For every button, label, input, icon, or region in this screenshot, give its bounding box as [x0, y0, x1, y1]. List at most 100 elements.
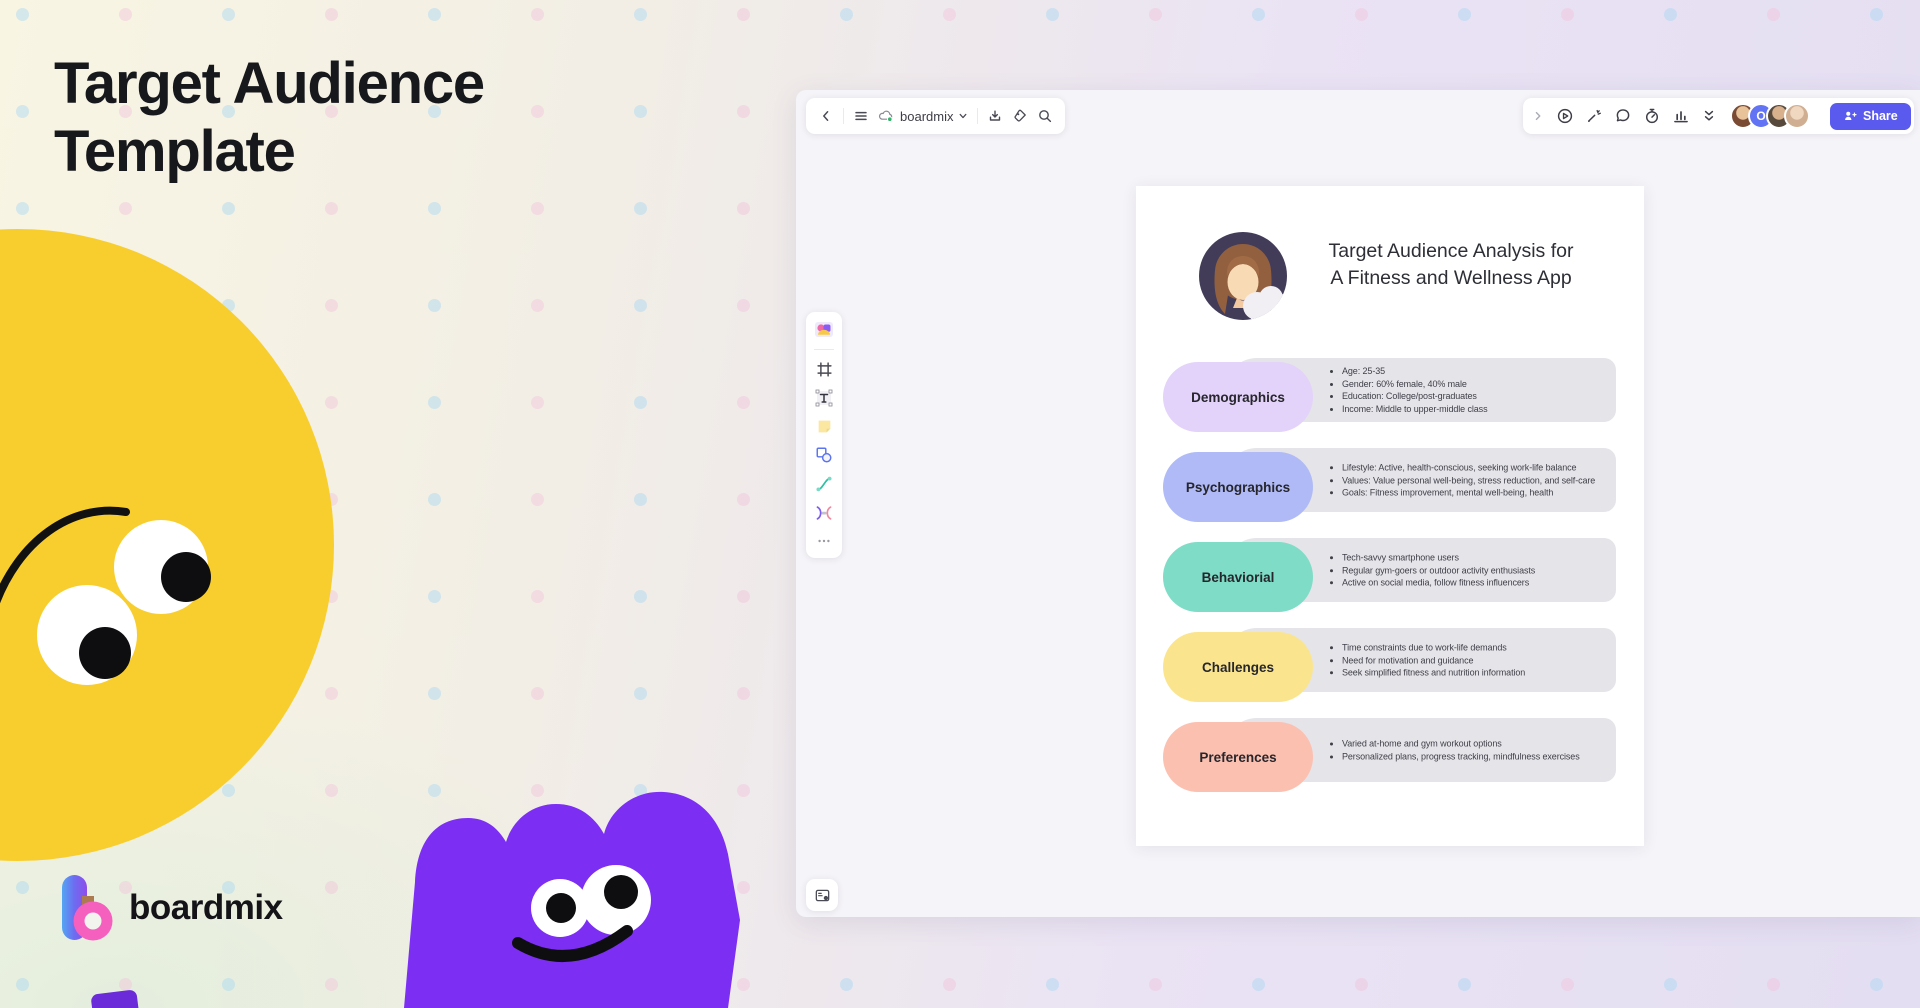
insights-button[interactable] [1672, 107, 1690, 125]
background-dot [1046, 978, 1059, 991]
audience-row-items[interactable]: Lifestyle: Active, health-conscious, see… [1329, 461, 1611, 499]
audience-row-label-pill[interactable]: Demographics [1163, 362, 1313, 432]
background-dot [325, 299, 338, 312]
background-dot [737, 881, 750, 894]
background-dot [737, 202, 750, 215]
page-title-line1: Target Audience [54, 51, 485, 116]
background-dot [634, 202, 647, 215]
comment-icon [1616, 109, 1630, 122]
collapse-toolbar-button[interactable] [1701, 108, 1717, 124]
tools-toolbar [806, 312, 842, 558]
background-dot [531, 105, 544, 118]
background-dot [16, 8, 29, 21]
toolbar-collapse-handle[interactable] [1531, 109, 1545, 123]
shape-button[interactable] [815, 446, 833, 464]
text-button[interactable] [815, 389, 833, 407]
background-dot [1561, 978, 1574, 991]
avatar-group[interactable]: O [1730, 103, 1810, 129]
background-dot [531, 396, 544, 409]
background-dot [1252, 8, 1265, 21]
audience-rows: Demographics Age: 25-35Gender: 60% femal… [1163, 358, 1616, 808]
audience-row-label-pill[interactable]: Preferences [1163, 722, 1313, 792]
audience-row-label-pill[interactable]: Challenges [1163, 632, 1313, 702]
background-dot [428, 299, 441, 312]
background-dot [1870, 8, 1883, 21]
artboard-title[interactable]: Target Audience Analysis for A Fitness a… [1286, 238, 1616, 292]
background-dot [325, 784, 338, 797]
frame-button[interactable] [816, 361, 833, 378]
tag-button[interactable] [1012, 108, 1028, 124]
board-panel-button[interactable] [806, 879, 838, 911]
audience-row-items[interactable]: Time constraints due to work-life demand… [1329, 641, 1611, 679]
laser-pointer-icon [1587, 109, 1601, 123]
background-dot [1046, 8, 1059, 21]
persona-avatar [1199, 232, 1287, 320]
background-dot [634, 493, 647, 506]
chevron-down-icon [960, 113, 967, 119]
laser-pointer-button[interactable] [1585, 107, 1603, 125]
background-dot [325, 978, 338, 991]
export-button[interactable] [987, 108, 1003, 124]
timer-icon [1645, 108, 1659, 124]
audience-row-label-pill[interactable]: Psychographics [1163, 452, 1313, 522]
background-dot [222, 784, 235, 797]
background-dot [1664, 978, 1677, 991]
background-dot [1149, 978, 1162, 991]
audience-row-label: Psychographics [1185, 479, 1291, 495]
board-name[interactable]: boardmix [878, 108, 968, 124]
audience-row: Preferences Varied at-home and gym worko… [1163, 718, 1616, 792]
background-dot [1355, 8, 1368, 21]
cloud-sync-icon [878, 110, 893, 122]
background-dot [634, 784, 647, 797]
avatar[interactable] [1784, 103, 1810, 129]
background-dot [531, 784, 544, 797]
background-dot [943, 8, 956, 21]
audience-row-items[interactable]: Varied at-home and gym workout optionsPe… [1329, 738, 1611, 763]
bar-chart-icon [1674, 111, 1688, 123]
background-dot [737, 978, 750, 991]
background-dot [634, 590, 647, 603]
background-dot [119, 881, 132, 894]
background-dot [531, 687, 544, 700]
templates-button[interactable] [814, 321, 834, 338]
search-button[interactable] [1037, 108, 1053, 124]
background-dot [428, 105, 441, 118]
sticky-note-button[interactable] [816, 418, 833, 435]
background-dot [531, 299, 544, 312]
comment-button[interactable] [1614, 107, 1632, 125]
background-dot [119, 202, 132, 215]
audience-row-items[interactable]: Tech-savvy smartphone usersRegular gym-g… [1329, 551, 1611, 589]
audience-row-label-pill[interactable]: Behaviorial [1163, 542, 1313, 612]
share-button[interactable]: Share [1830, 102, 1911, 130]
tag-icon [1015, 109, 1027, 122]
background-dot [222, 978, 235, 991]
share-button-label: Share [1863, 109, 1898, 123]
top-toolbar: boardmix [806, 98, 1066, 134]
background-dot [325, 881, 338, 894]
timer-button[interactable] [1643, 107, 1661, 125]
brand-logo-mark [62, 875, 113, 941]
audience-row-label: Challenges [1201, 659, 1275, 675]
background-dot [325, 202, 338, 215]
artboard[interactable]: Target Audience Analysis for A Fitness a… [1136, 186, 1644, 846]
present-button[interactable] [1556, 107, 1574, 125]
mindmap-button[interactable] [815, 504, 833, 522]
background-dot [16, 978, 29, 991]
menu-button[interactable] [853, 108, 869, 124]
background-dot [1664, 8, 1677, 21]
chevron-right-icon [1535, 111, 1541, 121]
background-dot [428, 590, 441, 603]
background-dot [634, 105, 647, 118]
more-tools-button[interactable] [816, 533, 832, 549]
background-dot [531, 202, 544, 215]
audience-row-items[interactable]: Age: 25-35Gender: 60% female, 40% maleEd… [1329, 365, 1611, 415]
brand-logo: boardmix [60, 874, 283, 942]
background-dot [16, 202, 29, 215]
divider [843, 108, 844, 124]
background-dot [428, 202, 441, 215]
share-person-icon [1845, 111, 1857, 121]
background-dot [1561, 8, 1574, 21]
audience-row: Challenges Time constraints due to work-… [1163, 628, 1616, 702]
back-button[interactable] [818, 108, 834, 124]
connector-button[interactable] [815, 475, 833, 493]
